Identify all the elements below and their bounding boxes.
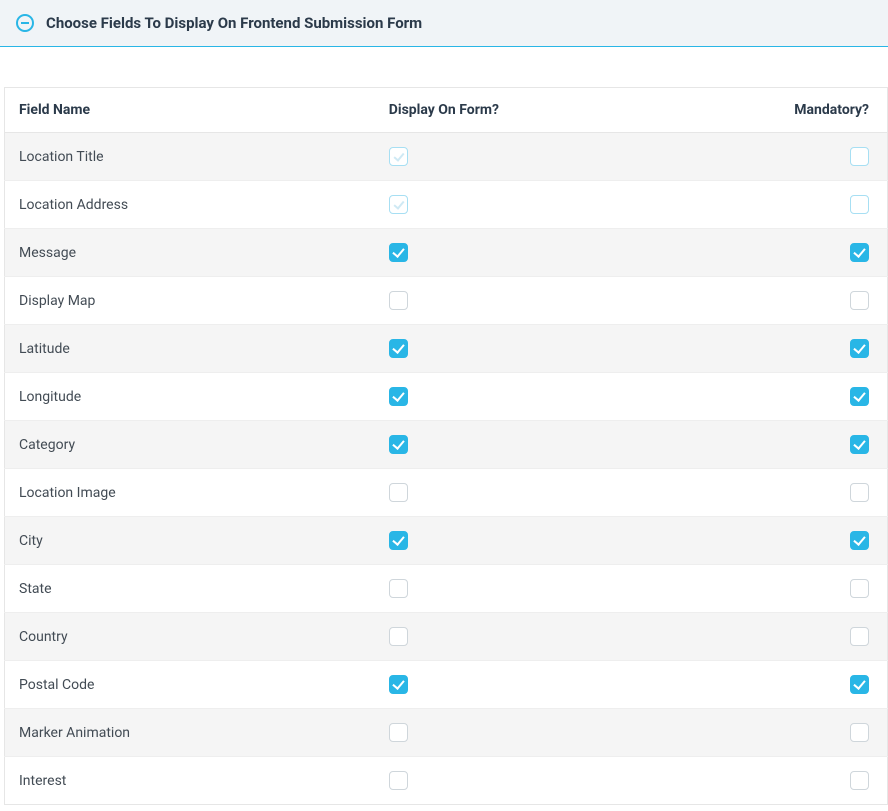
field-name-cell: Location Title xyxy=(5,133,375,181)
display-checkbox[interactable] xyxy=(389,675,408,694)
col-header-display: Display On Form? xyxy=(375,88,781,133)
mandatory-cell xyxy=(780,613,887,661)
display-cell xyxy=(375,229,781,277)
mandatory-checkbox[interactable] xyxy=(850,771,869,790)
field-name-cell: Message xyxy=(5,229,375,277)
mandatory-checkbox[interactable] xyxy=(850,339,869,358)
display-cell xyxy=(375,565,781,613)
mandatory-cell xyxy=(780,373,887,421)
display-cell xyxy=(375,325,781,373)
table-row: Postal Code xyxy=(5,661,888,709)
field-name-cell: Category xyxy=(5,421,375,469)
field-name-cell: Marker Animation xyxy=(5,709,375,757)
table-row: Location Address xyxy=(5,181,888,229)
mandatory-checkbox[interactable] xyxy=(850,579,869,598)
table-row: Category xyxy=(5,421,888,469)
display-checkbox[interactable] xyxy=(389,435,408,454)
mandatory-checkbox[interactable] xyxy=(850,531,869,550)
table-row: City xyxy=(5,517,888,565)
mandatory-checkbox[interactable] xyxy=(850,291,869,310)
display-checkbox[interactable] xyxy=(389,627,408,646)
mandatory-cell xyxy=(780,565,887,613)
table-row: Longitude xyxy=(5,373,888,421)
display-checkbox[interactable] xyxy=(389,243,408,262)
fields-table-wrap: Field Name Display On Form? Mandatory? L… xyxy=(0,47,888,805)
display-checkbox[interactable] xyxy=(389,723,408,742)
display-cell xyxy=(375,373,781,421)
table-row: Country xyxy=(5,613,888,661)
table-row: Marker Animation xyxy=(5,709,888,757)
display-checkbox[interactable] xyxy=(389,579,408,598)
field-name-cell: City xyxy=(5,517,375,565)
display-checkbox[interactable] xyxy=(389,195,408,214)
table-row: Location Image xyxy=(5,469,888,517)
display-cell xyxy=(375,613,781,661)
collapse-icon[interactable] xyxy=(16,14,34,32)
display-checkbox[interactable] xyxy=(389,387,408,406)
panel-title: Choose Fields To Display On Frontend Sub… xyxy=(46,14,422,32)
table-row: Latitude xyxy=(5,325,888,373)
mandatory-checkbox[interactable] xyxy=(850,243,869,262)
fields-table: Field Name Display On Form? Mandatory? L… xyxy=(4,87,888,805)
display-cell xyxy=(375,469,781,517)
table-row: Interest xyxy=(5,757,888,805)
mandatory-checkbox[interactable] xyxy=(850,387,869,406)
field-name-cell: Interest xyxy=(5,757,375,805)
mandatory-cell xyxy=(780,757,887,805)
display-cell xyxy=(375,277,781,325)
table-header-row: Field Name Display On Form? Mandatory? xyxy=(5,88,888,133)
display-cell xyxy=(375,421,781,469)
table-row: Message xyxy=(5,229,888,277)
mandatory-checkbox[interactable] xyxy=(850,195,869,214)
display-cell xyxy=(375,517,781,565)
field-name-cell: Longitude xyxy=(5,373,375,421)
table-row: State xyxy=(5,565,888,613)
mandatory-cell xyxy=(780,661,887,709)
mandatory-checkbox[interactable] xyxy=(850,675,869,694)
display-checkbox[interactable] xyxy=(389,531,408,550)
col-header-field: Field Name xyxy=(5,88,375,133)
field-name-cell: Postal Code xyxy=(5,661,375,709)
mandatory-cell xyxy=(780,325,887,373)
field-name-cell: Country xyxy=(5,613,375,661)
mandatory-cell xyxy=(780,517,887,565)
display-checkbox[interactable] xyxy=(389,483,408,502)
mandatory-checkbox[interactable] xyxy=(850,627,869,646)
field-name-cell: Display Map xyxy=(5,277,375,325)
field-name-cell: Location Image xyxy=(5,469,375,517)
table-row: Location Title xyxy=(5,133,888,181)
display-cell xyxy=(375,709,781,757)
mandatory-cell xyxy=(780,277,887,325)
table-body: Location TitleLocation AddressMessageDis… xyxy=(5,133,888,805)
mandatory-cell xyxy=(780,709,887,757)
mandatory-cell xyxy=(780,181,887,229)
mandatory-cell xyxy=(780,133,887,181)
mandatory-cell xyxy=(780,229,887,277)
display-cell xyxy=(375,661,781,709)
display-checkbox[interactable] xyxy=(389,291,408,310)
panel-header: Choose Fields To Display On Frontend Sub… xyxy=(0,0,888,47)
display-checkbox[interactable] xyxy=(389,771,408,790)
display-checkbox[interactable] xyxy=(389,147,408,166)
display-cell xyxy=(375,757,781,805)
field-name-cell: Latitude xyxy=(5,325,375,373)
display-cell xyxy=(375,181,781,229)
table-row: Display Map xyxy=(5,277,888,325)
mandatory-cell xyxy=(780,469,887,517)
mandatory-checkbox[interactable] xyxy=(850,435,869,454)
field-name-cell: State xyxy=(5,565,375,613)
col-header-mandatory: Mandatory? xyxy=(780,88,887,133)
field-name-cell: Location Address xyxy=(5,181,375,229)
mandatory-checkbox[interactable] xyxy=(850,723,869,742)
display-cell xyxy=(375,133,781,181)
mandatory-cell xyxy=(780,421,887,469)
mandatory-checkbox[interactable] xyxy=(850,483,869,502)
display-checkbox[interactable] xyxy=(389,339,408,358)
mandatory-checkbox[interactable] xyxy=(850,147,869,166)
